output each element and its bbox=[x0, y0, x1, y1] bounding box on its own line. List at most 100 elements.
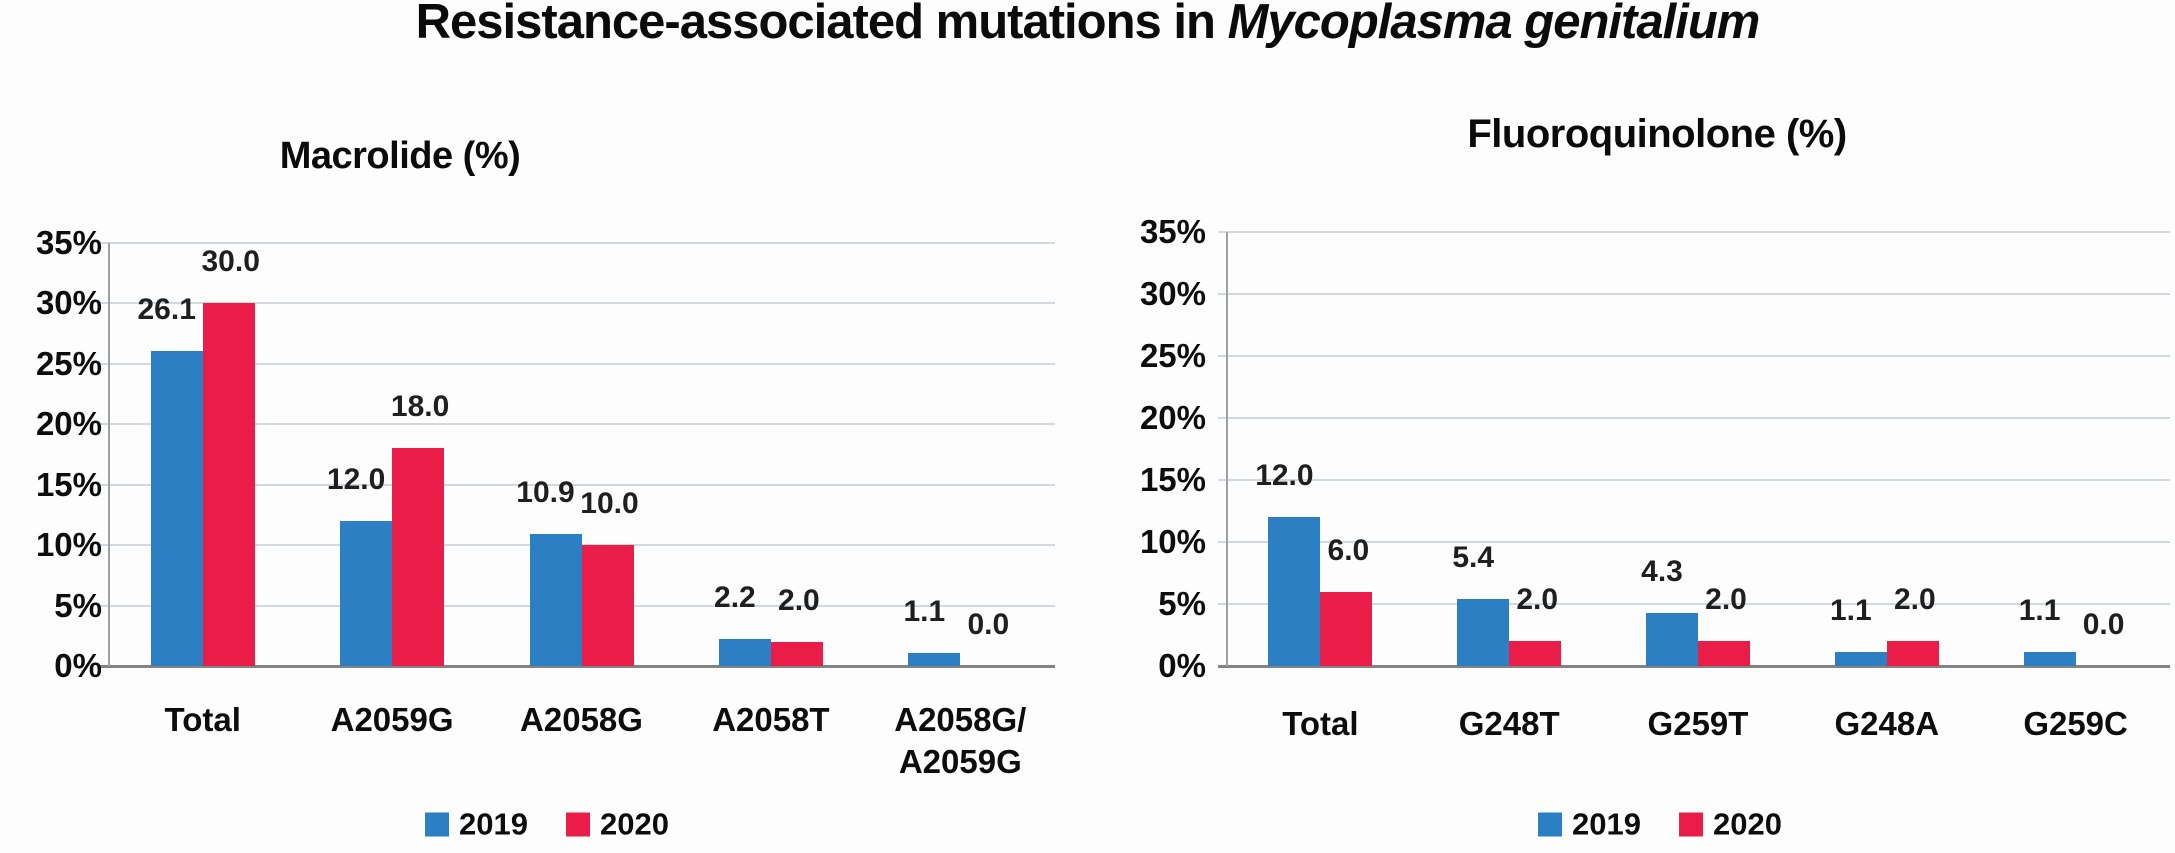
gridline bbox=[100, 362, 1055, 365]
gridline bbox=[1218, 479, 2170, 481]
y-axis-tick-label: 20% bbox=[1139, 399, 1206, 436]
y-axis-tick-label: 35% bbox=[35, 224, 102, 261]
y-axis-tick-label: 0% bbox=[54, 647, 102, 684]
bar-2019-a2058g bbox=[529, 534, 582, 666]
y-axis-tick-label: 20% bbox=[35, 405, 102, 443]
bar-value-label: 26.1 bbox=[137, 292, 196, 326]
bar-value-label: 5.4 bbox=[1452, 541, 1495, 575]
bar-2019-total bbox=[1268, 517, 1321, 666]
bar-2019-g259t bbox=[1646, 612, 1698, 666]
legend-swatch-2020 bbox=[566, 812, 590, 836]
fluoroquinolone-title: Fluoroquinolone (%) bbox=[1467, 112, 1847, 156]
legend-item-2020: 2020 bbox=[566, 809, 669, 840]
legend-swatch-2020 bbox=[1679, 812, 1703, 836]
bar-value-label: 0.0 bbox=[967, 608, 1010, 641]
y-axis-tick-label: 5% bbox=[54, 586, 102, 624]
legend-item-2019: 2019 bbox=[425, 809, 528, 840]
category-label: A2058G/ A2059G bbox=[894, 701, 1027, 781]
legend-item-2019: 2019 bbox=[1538, 809, 1641, 840]
gridline bbox=[1218, 355, 2170, 357]
category-label: G248A bbox=[1834, 705, 1940, 742]
y-axis-tick-label: 30% bbox=[1139, 275, 1206, 312]
y-axis-tick-label: 15% bbox=[1139, 461, 1206, 498]
bar-2019-g259c bbox=[2023, 652, 2076, 666]
bar-value-label: 10.0 bbox=[580, 487, 639, 521]
x-axis-line bbox=[100, 665, 1055, 668]
gridline bbox=[1218, 603, 2170, 605]
gridline bbox=[100, 242, 1055, 244]
bar-value-label: 1.1 bbox=[903, 594, 946, 628]
bar-value-label: 4.3 bbox=[1641, 554, 1683, 588]
y-axis-line bbox=[108, 243, 110, 666]
gridline bbox=[100, 302, 1055, 305]
bar-value-label: 10.9 bbox=[516, 476, 575, 510]
category-label: A2059G bbox=[330, 701, 454, 738]
figure-title: Resistance-associated mutations in Mycop… bbox=[0, 0, 2175, 48]
figure-title-species: Mycoplasma genitalium bbox=[1227, 0, 1761, 49]
bar-value-label: 6.0 bbox=[1327, 533, 1370, 567]
bar-value-label: 2.0 bbox=[1705, 583, 1747, 617]
category-label: G259T bbox=[1647, 705, 1749, 742]
legend-swatch-2019 bbox=[1538, 812, 1563, 836]
y-axis-tick-label: 10% bbox=[1139, 523, 1206, 560]
y-axis-tick-label: 35% bbox=[1139, 213, 1206, 250]
y-axis-tick-label: 10% bbox=[35, 526, 102, 564]
bar-value-label: 12.0 bbox=[326, 462, 386, 496]
bar-2020-total bbox=[1320, 591, 1373, 666]
fluoroquinolone-legend: 2019 2020 bbox=[1538, 809, 1782, 840]
bar-2019-g248a bbox=[1834, 652, 1887, 666]
bar-2020-a2058g bbox=[581, 545, 634, 666]
y-axis-tick-label: 25% bbox=[1139, 337, 1206, 374]
legend-swatch-2019 bbox=[425, 812, 450, 836]
y-axis-line bbox=[1226, 232, 1228, 666]
bar-value-label: 2.0 bbox=[1516, 583, 1559, 617]
macrolide-title: Macrolide (%) bbox=[279, 135, 521, 177]
bar-2020-a2058t bbox=[770, 641, 823, 666]
bar-value-label: 2.2 bbox=[714, 581, 756, 615]
category-label: Total bbox=[164, 701, 241, 738]
gridline bbox=[100, 423, 1055, 426]
legend-label: 2020 bbox=[600, 806, 669, 842]
macrolide-legend: 2019 2020 bbox=[425, 809, 669, 840]
y-axis-tick-label: 25% bbox=[35, 344, 102, 382]
y-axis-tick-label: 5% bbox=[1158, 585, 1206, 622]
bar-value-label: 1.1 bbox=[1829, 594, 1872, 628]
bar-2020-g259t bbox=[1698, 641, 1750, 666]
category-label: G248T bbox=[1458, 705, 1560, 742]
y-axis-tick-label: 0% bbox=[1158, 647, 1206, 684]
bar-2020-g248t bbox=[1509, 641, 1562, 666]
bar-2020-a2059g bbox=[392, 448, 445, 666]
bar-2020-total bbox=[202, 303, 255, 666]
legend-item-2020: 2020 bbox=[1679, 809, 1782, 840]
legend-label: 2019 bbox=[459, 806, 528, 842]
bar-value-label: 2.0 bbox=[778, 583, 820, 617]
bar-value-label: 1.1 bbox=[2018, 594, 2061, 628]
x-axis-line bbox=[1218, 665, 2170, 668]
bar-2019-total bbox=[150, 350, 203, 666]
bar-value-label: 0.0 bbox=[2082, 608, 2125, 641]
gridline bbox=[1218, 293, 2170, 295]
legend-label: 2019 bbox=[1572, 806, 1641, 842]
bar-value-label: 18.0 bbox=[390, 390, 450, 424]
gridline bbox=[1218, 231, 2170, 233]
bar-2019-g248t bbox=[1457, 599, 1510, 666]
category-label: Total bbox=[1282, 705, 1359, 742]
category-label: A2058T bbox=[712, 701, 830, 738]
bar-2020-g248a bbox=[1886, 641, 1939, 666]
y-axis-tick-label: 30% bbox=[35, 284, 102, 322]
bar-2019-a2058t bbox=[718, 639, 771, 666]
gridline bbox=[1218, 541, 2170, 543]
gridline bbox=[1218, 417, 2170, 419]
bar-value-label: 30.0 bbox=[201, 245, 260, 279]
bar-2019-a2059g bbox=[340, 520, 393, 666]
bar-value-label: 2.0 bbox=[1893, 583, 1936, 617]
y-axis-tick-label: 15% bbox=[35, 465, 102, 503]
figure-title-text: Resistance-associated mutations in bbox=[415, 0, 1228, 49]
legend-label: 2020 bbox=[1713, 806, 1782, 842]
bar-value-label: 12.0 bbox=[1255, 459, 1314, 493]
category-label: A2058G bbox=[520, 701, 643, 738]
category-label: G259C bbox=[2023, 705, 2128, 742]
gridline bbox=[100, 483, 1055, 486]
bar-2019-a2058g-a2059g bbox=[908, 652, 961, 666]
